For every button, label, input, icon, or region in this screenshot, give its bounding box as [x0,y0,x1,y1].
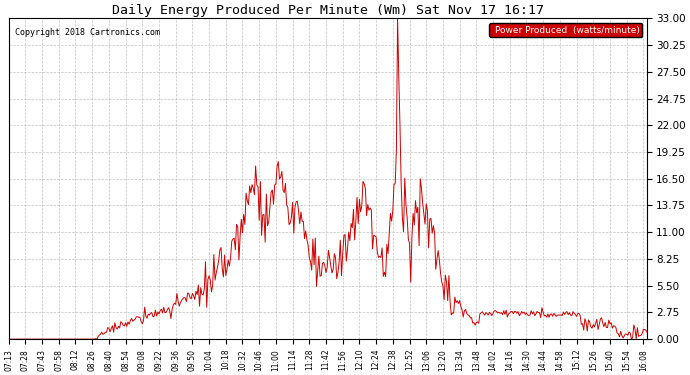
Title: Daily Energy Produced Per Minute (Wm) Sat Nov 17 16:17: Daily Energy Produced Per Minute (Wm) Sa… [112,4,544,17]
Legend: Power Produced  (watts/minute): Power Produced (watts/minute) [489,23,642,37]
Text: Copyright 2018 Cartronics.com: Copyright 2018 Cartronics.com [15,28,160,37]
